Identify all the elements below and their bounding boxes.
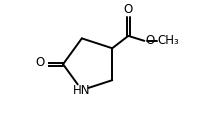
Text: O: O (145, 34, 154, 47)
Text: O: O (35, 56, 45, 70)
Text: O: O (124, 3, 133, 16)
Text: HN: HN (73, 84, 91, 97)
Text: CH₃: CH₃ (157, 34, 179, 47)
